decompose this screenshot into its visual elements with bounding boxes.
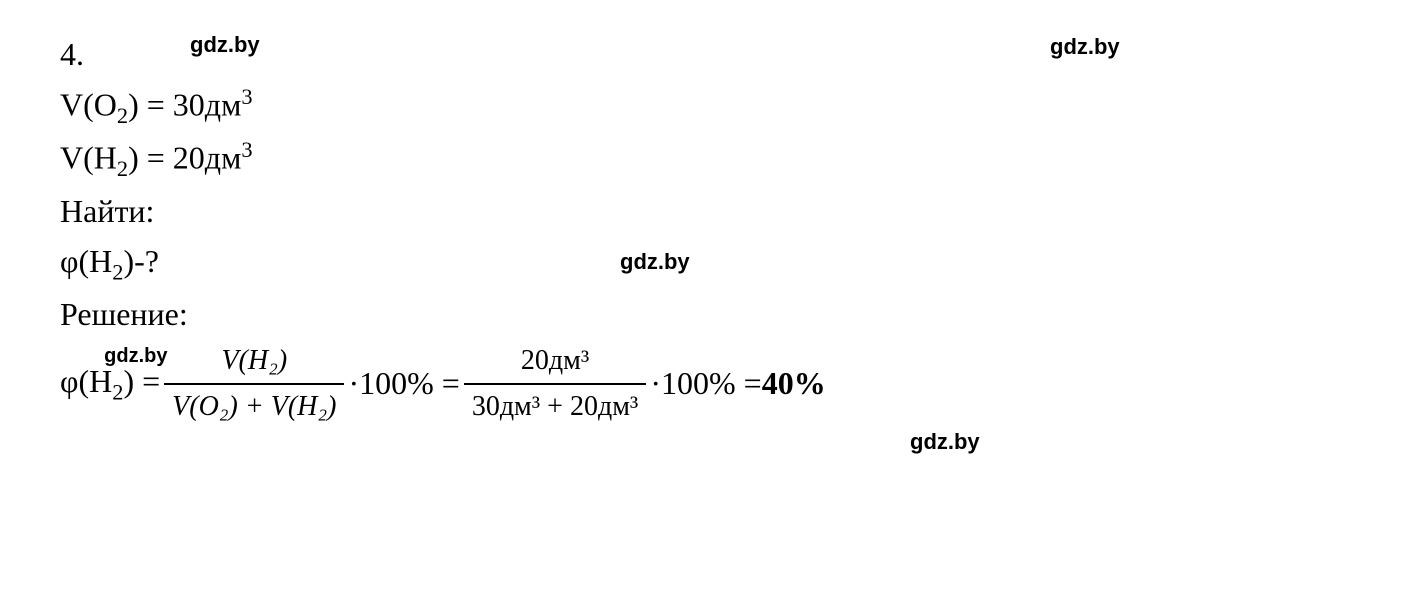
var-close: ) = 20дм [128,140,241,176]
var-text: V(H [60,140,117,176]
watermark: gdz.by [620,245,690,279]
var-suffix: )-? [123,243,159,279]
num-text: V(H₂) [221,345,287,376]
var-text: V(O [60,86,117,122]
subscript: 2 [112,259,123,284]
fraction-denominator: V(O₂) + V(H₂) [164,385,344,428]
mid-text: ·100% = [348,359,459,409]
find-label: Найти: [60,187,1388,237]
subscript: 2 [117,103,128,128]
fraction-numerator: gdz.by V(H₂) [164,339,344,382]
fraction-denominator: 30дм³ + 20дм³ [464,385,647,428]
watermark-inline: gdz.by [104,341,167,372]
fraction-numerator: 20дм³ [464,339,647,382]
solution-formula: φ(H2) = gdz.by V(H₂) V(O₂) + V(H₂) ·100%… [60,339,1388,428]
superscript: 3 [241,137,252,162]
watermark: gdz.by [190,28,260,62]
superscript: 3 [241,84,252,109]
result: 40% [762,359,826,409]
watermark: gdz.by [910,425,980,459]
given-line: V(O2) = 30дм3 [60,80,1388,134]
var-text: φ(H [60,243,112,279]
watermark: gdz.by [1050,30,1120,64]
solution-label: Решение: [60,290,1388,340]
fraction-2: 20дм³ 30дм³ + 20дм³ [464,339,647,428]
find-expression: φ(H2)-? [60,237,1388,290]
given-line: V(H2) = 20дм3 [60,133,1388,187]
subscript: 2 [117,156,128,181]
subscript: 2 [112,380,123,405]
fraction-1: gdz.by V(H₂) V(O₂) + V(H₂) [164,339,344,428]
var-close: ) = 30дм [128,86,241,122]
mid-text: ·100% = [650,359,761,409]
